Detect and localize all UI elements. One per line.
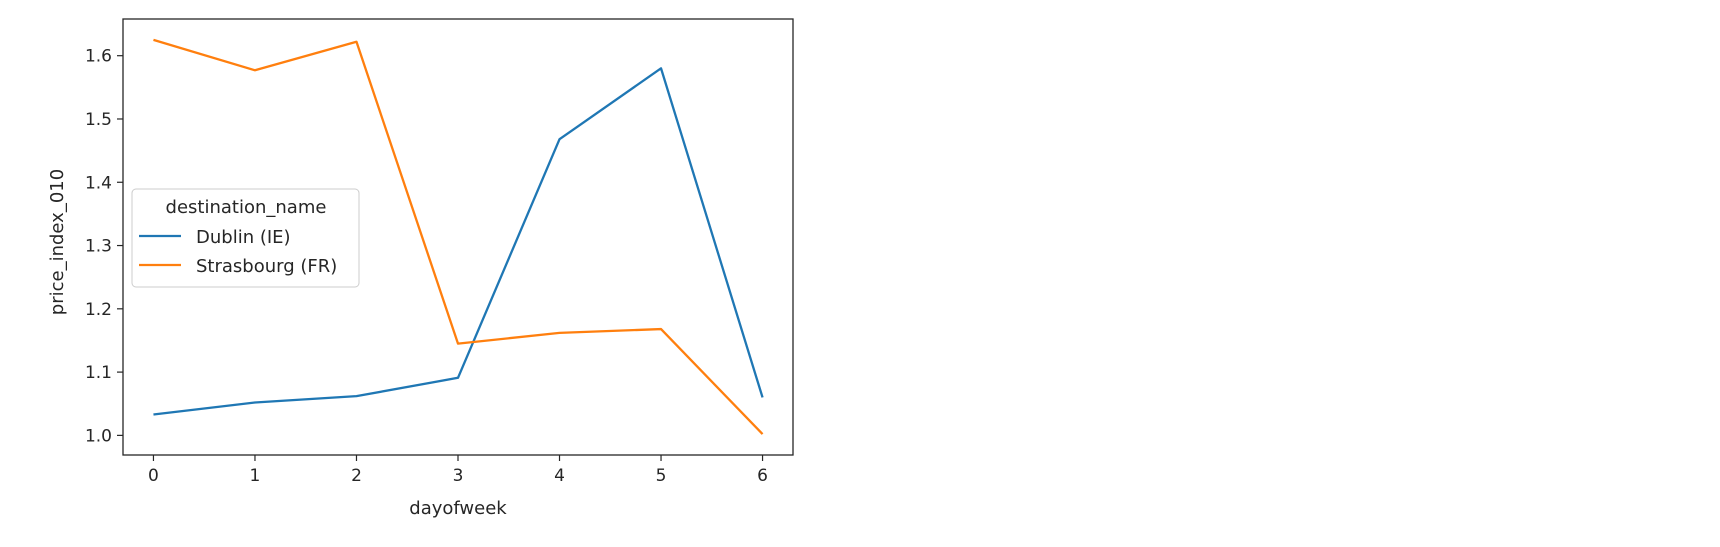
series-line-strasbourg [153,38,764,435]
legend-box [131,188,360,288]
y-tick-label: 1.4 [85,173,112,193]
y-tick-label: 1.0 [85,426,112,446]
legend: destination_name Dublin (IE) Strasbourg … [131,188,360,288]
y-tick-label: 1.5 [85,110,112,130]
y-tick-label: 1.2 [85,300,112,320]
y-tick-label: 1.6 [85,47,112,67]
x-axis-label: dayofweek [409,498,507,519]
legend-label-strasbourg: Strasbourg (FR) [196,256,337,277]
x-tick-label: 6 [757,466,768,486]
legend-label-dublin: Dublin (IE) [196,227,291,248]
x-tick-label: 3 [453,466,464,486]
x-tick-label: 4 [554,466,565,486]
x-tick-label: 2 [351,466,362,486]
series-line-dublin [153,67,764,416]
y-tick-label: 1.1 [85,363,112,383]
x-tick-label: 0 [148,466,159,486]
legend-title: destination_name [166,197,327,218]
y-tick-label: 1.3 [85,237,112,257]
x-tick-label: 5 [656,466,667,486]
x-tick-label: 1 [250,466,261,486]
y-axis-label: price_index_010 [47,169,68,315]
